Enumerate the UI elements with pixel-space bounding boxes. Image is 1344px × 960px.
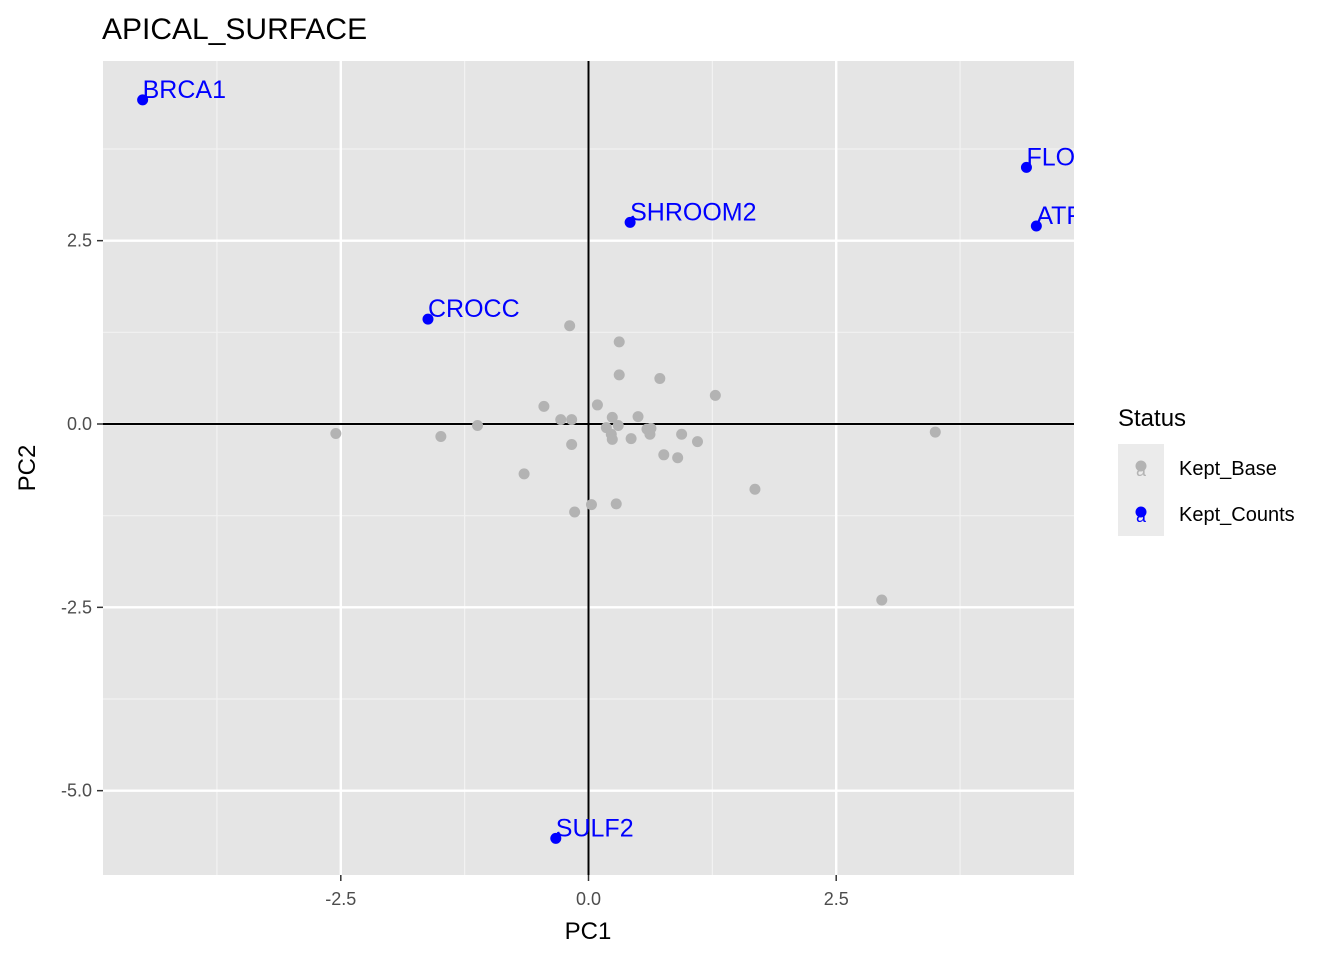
kept-base-point (555, 414, 567, 426)
reference-lines (103, 61, 1074, 875)
kept-base-point (585, 499, 597, 511)
kept-base-point (691, 436, 703, 448)
kept-base-point (564, 320, 576, 332)
kept-base-point (612, 419, 624, 431)
legend-entry-label: Kept_Counts (1179, 504, 1295, 526)
kept-counts-point (550, 832, 562, 844)
point-label: CROCC (428, 295, 520, 323)
kept-base-point (672, 452, 684, 464)
x-tick-label: -2.5 (325, 889, 356, 909)
legend-key-point (1135, 460, 1147, 472)
kept-counts-point (137, 94, 149, 106)
point-label: BRCA1 (143, 76, 226, 104)
kept-base-point (645, 422, 657, 434)
kept-base-points (330, 320, 941, 606)
kept-base-point (566, 414, 578, 426)
kept-base-point (472, 419, 484, 431)
kept-base-point (632, 411, 644, 423)
kept-base-point (676, 428, 688, 440)
kept-base-point (610, 498, 622, 510)
point-label: ATF (1036, 202, 1081, 230)
kept-base-point (613, 336, 625, 348)
x-axis-ticks: -2.5 0.0 2.5 (325, 875, 849, 909)
kept-base-point (569, 506, 581, 518)
kept-counts-point (1030, 220, 1042, 232)
kept-base-point (538, 400, 550, 412)
kept-base-point (876, 594, 888, 606)
kept-counts-point (624, 216, 636, 228)
y-tick-label: -5.0 (61, 781, 92, 801)
point-label: SULF2 (556, 814, 634, 842)
point-label: SHROOM2 (630, 198, 756, 226)
kept-base-point (709, 389, 721, 401)
kept-base-point (654, 373, 666, 385)
kept-base-point (613, 369, 625, 381)
x-tick-label: 0.0 (576, 889, 601, 909)
x-axis-title: PC1 (565, 918, 612, 945)
y-tick-label: -2.5 (61, 597, 92, 617)
y-tick-label: 0.0 (67, 414, 92, 434)
legend-title: Status (1118, 405, 1186, 432)
legend-key-point (1135, 506, 1147, 518)
kept-counts-point (422, 313, 434, 325)
kept-base-point (591, 399, 603, 411)
legend: Status aKept_BaseaKept_Counts (1118, 405, 1295, 536)
kept-base-point (518, 468, 530, 480)
y-axis-title: PC2 (14, 445, 41, 492)
kept-base-point (625, 433, 637, 445)
x-tick-label: 2.5 (824, 889, 849, 909)
kept-base-point (330, 428, 342, 440)
y-axis-ticks: -5.0 -2.5 0.0 2.5 (61, 231, 103, 801)
kept-base-point (435, 430, 447, 442)
kept-base-point (566, 439, 578, 451)
kept-base-point (749, 483, 761, 495)
kept-base-point (658, 449, 670, 461)
chart-title: APICAL_SURFACE (102, 13, 367, 46)
kept-base-point (929, 426, 941, 438)
point-label: FLO (1026, 143, 1075, 171)
legend-entry-label: Kept_Base (1179, 458, 1277, 480)
kept-base-point (606, 433, 618, 445)
y-tick-label: 2.5 (67, 231, 92, 251)
kept-counts-point (1020, 161, 1032, 173)
kept-counts-points (137, 94, 1042, 844)
point-labels: BRCA1 FLO SHROOM2 ATF CROCC SULF2 (143, 76, 1081, 842)
kept-base-point (606, 411, 618, 423)
